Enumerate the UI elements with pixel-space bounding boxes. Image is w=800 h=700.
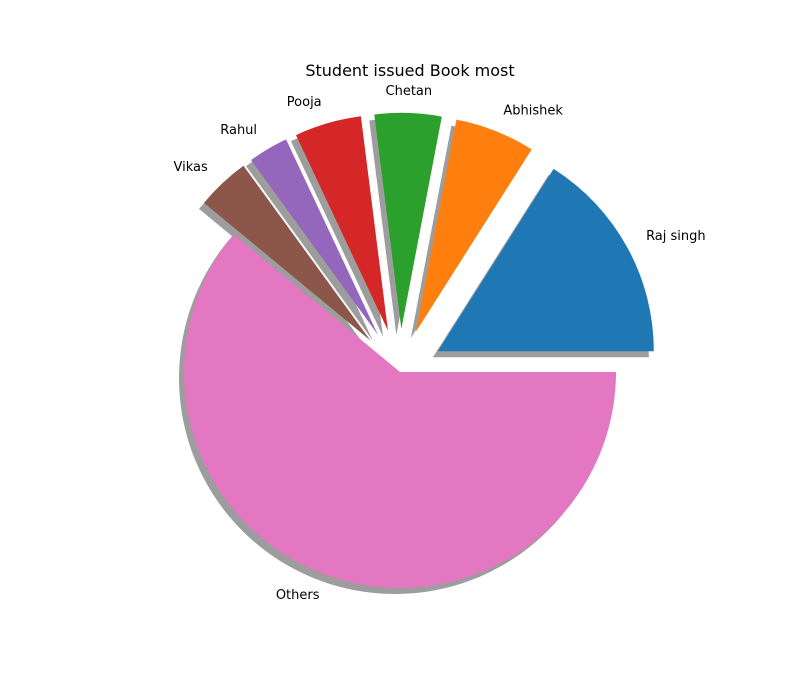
slice-label-chetan: Chetan bbox=[386, 84, 433, 99]
pie-slice-rahul bbox=[251, 139, 379, 335]
slice-label-raj-singh: Raj singh bbox=[646, 229, 706, 244]
label-layer: Raj singh Abhishek Chetan Pooja Rahul Vikas Ot… bbox=[174, 84, 706, 603]
pie-slice-pooja bbox=[295, 116, 388, 331]
slice-label-abhishek: Abhishek bbox=[503, 103, 563, 118]
pie-slice-others bbox=[183, 234, 616, 589]
chart-title: Student issued Book most bbox=[305, 61, 514, 80]
slice-layer bbox=[183, 112, 654, 589]
pie-slice-raj-singh bbox=[437, 168, 654, 352]
slice-label-rahul: Rahul bbox=[220, 123, 257, 138]
pie-slice-vikas bbox=[203, 165, 371, 341]
slice-label-pooja: Pooja bbox=[287, 95, 322, 110]
pie-slice-abhishek bbox=[415, 119, 532, 332]
slice-label-vikas: Vikas bbox=[174, 160, 208, 175]
slice-label-others: Others bbox=[276, 588, 320, 603]
pie-slice-chetan bbox=[374, 112, 442, 329]
